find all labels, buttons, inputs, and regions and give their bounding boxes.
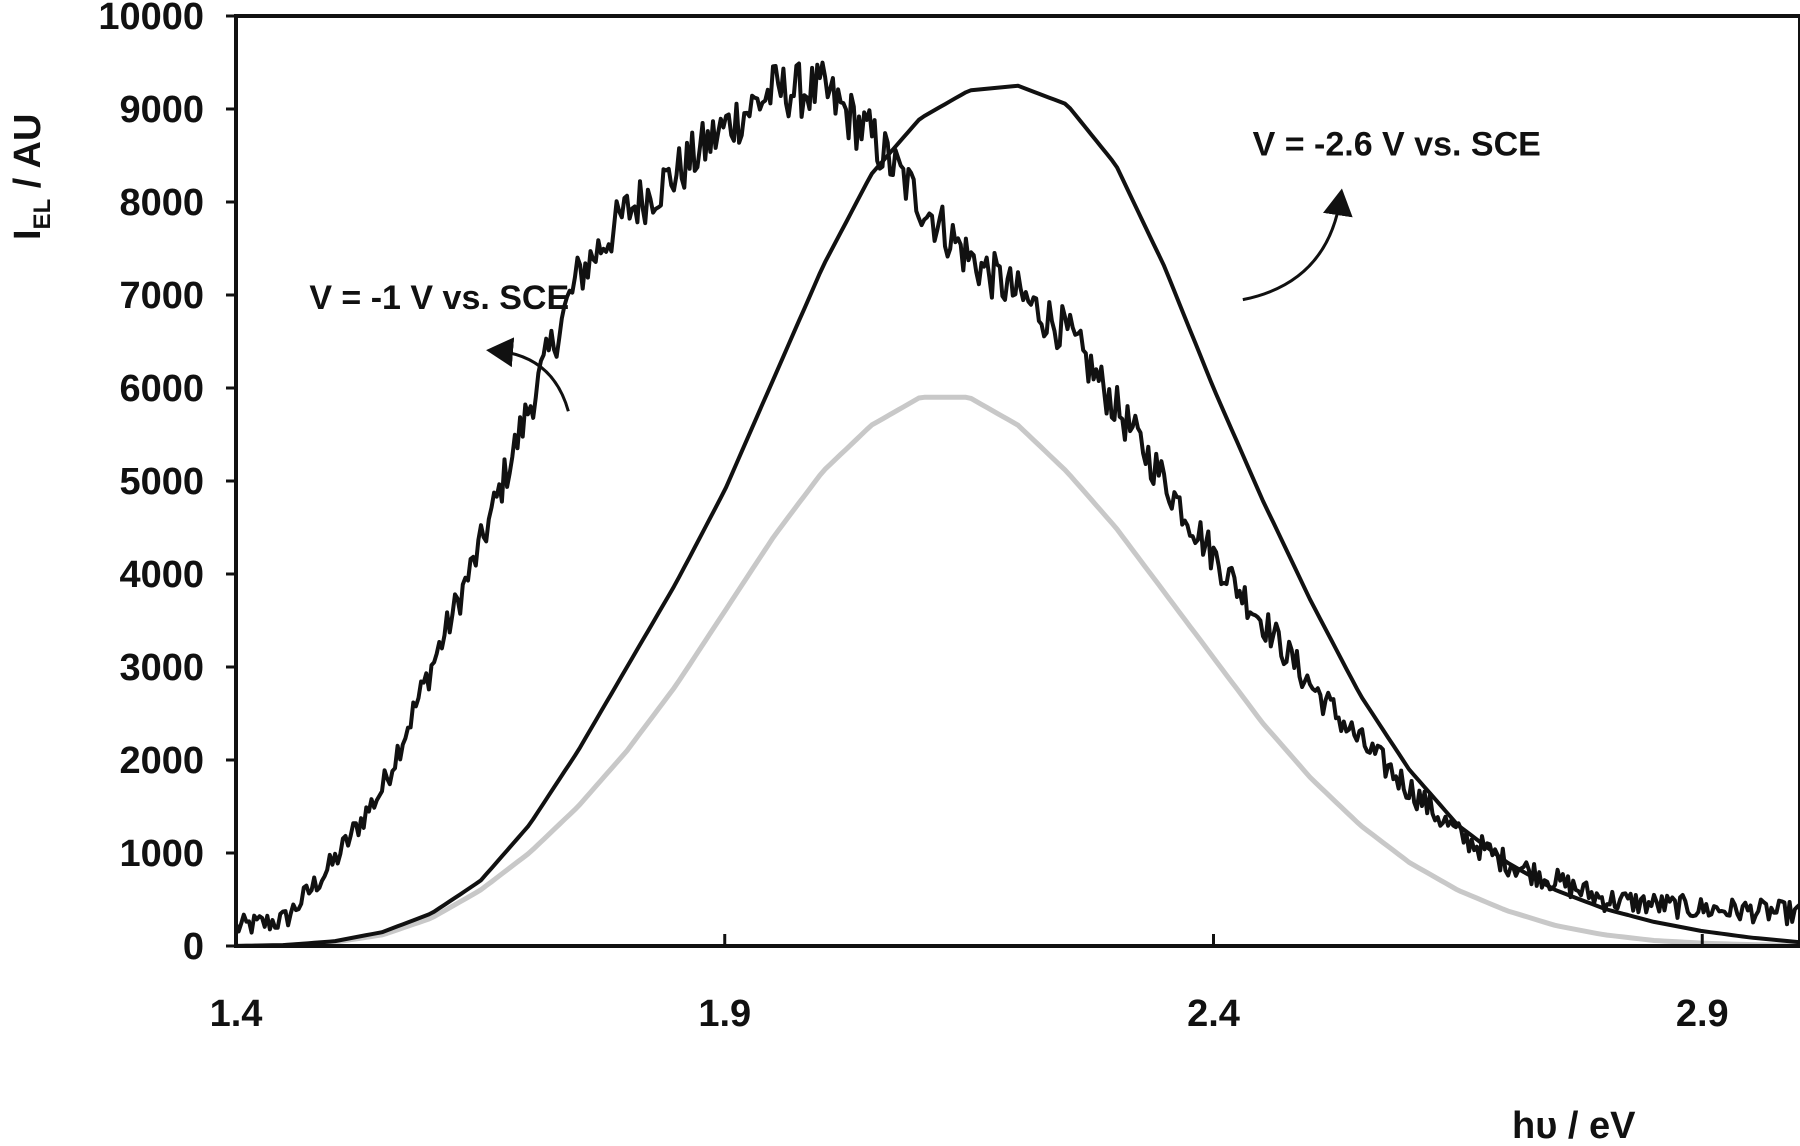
y-tick-label: 0 [183, 926, 204, 968]
y-tick-label: 4000 [119, 554, 204, 596]
annotation-label: V = -1 V vs. SCE [309, 279, 569, 317]
y-tick-label: 7000 [119, 275, 204, 317]
y-tick-label: 9000 [119, 89, 204, 131]
y-axis: 0 1000 2000 3000 4000 5000 6000 7000 8000 9000 100… [98, 0, 236, 968]
y-tick-label: 10000 [98, 0, 204, 38]
y-axis-title-subscript: EL [29, 199, 56, 230]
annotation-arrow [486, 337, 570, 412]
annotation-label: V = -2.6 V vs. SCE [1253, 126, 1541, 164]
y-tick-label: 2000 [119, 740, 204, 782]
y-axis-title-main: I [7, 229, 49, 240]
data-series-group [236, 60, 1800, 946]
x-tick-label: 2.4 [1187, 993, 1240, 1035]
plot-frame [234, 14, 1800, 948]
y-tick-label: 8000 [119, 182, 204, 224]
series-line [236, 394, 1800, 946]
series-line [236, 83, 1800, 946]
x-tick-label: 1.4 [210, 993, 263, 1035]
annotations-group: V = -1 V vs. SCE V = -2.6 V vs. SCE [309, 126, 1541, 412]
series-line [236, 60, 1800, 935]
y-tick-label: 1000 [119, 833, 204, 875]
x-tick-label: 2.9 [1676, 993, 1729, 1035]
y-tick-label: 6000 [119, 368, 204, 410]
x-axis: 1.4 1.9 2.4 2.9 [210, 934, 1729, 1035]
x-tick-label: 1.9 [698, 993, 751, 1035]
y-axis-title: IEL / AU [7, 114, 56, 240]
y-tick-label: 5000 [119, 461, 204, 503]
x-axis-title: hυ / eV [1512, 1105, 1636, 1146]
y-tick-label: 3000 [119, 647, 204, 689]
annotation-arrow [1242, 188, 1353, 302]
y-axis-title-unit: / AU [7, 114, 49, 199]
